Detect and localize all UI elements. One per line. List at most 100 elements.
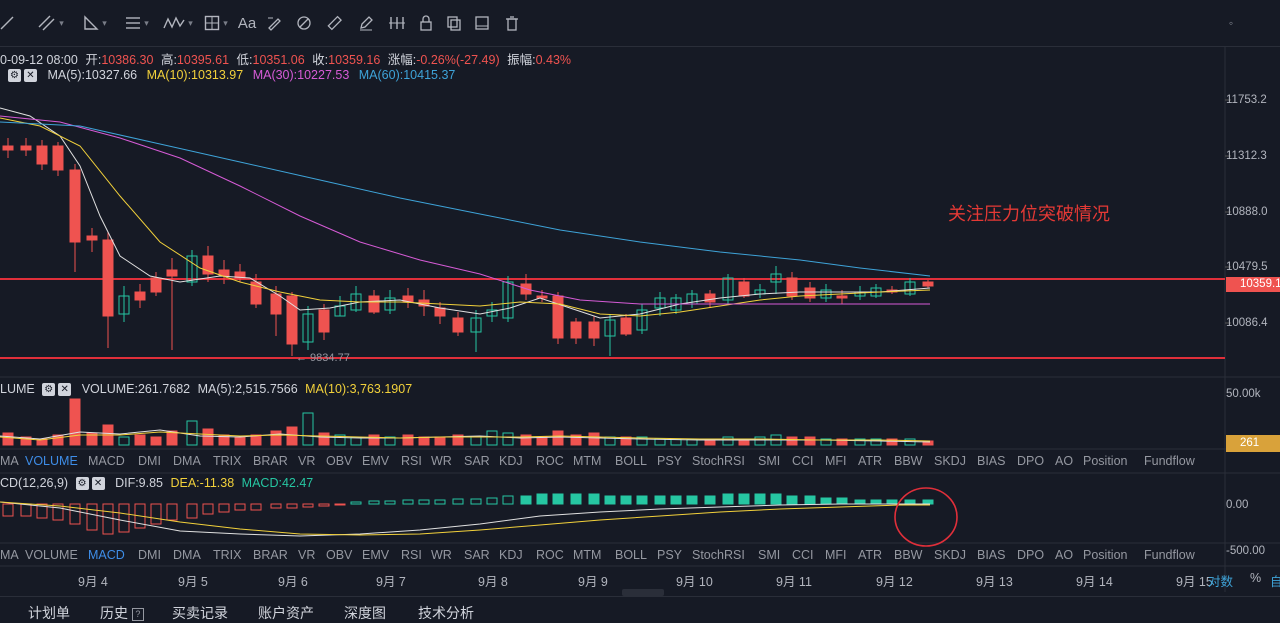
eraser-icon[interactable]: [294, 10, 314, 36]
indicator-tab-brar[interactable]: BRAR: [253, 454, 288, 468]
tab-depth-chart[interactable]: 深度图: [344, 605, 386, 621]
indicator-tab-cci[interactable]: CCI: [792, 548, 814, 562]
tab-technical-analysis[interactable]: 技术分析: [418, 605, 474, 621]
indicator-tab-mfi[interactable]: MFI: [825, 454, 847, 468]
settings-dots-icon[interactable]: ◦: [1228, 16, 1234, 30]
indicator-tab-kdj[interactable]: KDJ: [499, 548, 523, 562]
ma-settings-gear-icon[interactable]: ⚙: [8, 69, 21, 83]
indicator-tab-fundflow[interactable]: Fundflow: [1144, 454, 1195, 468]
indicator-tab-cci[interactable]: CCI: [792, 454, 814, 468]
text-tool-icon[interactable]: Aa: [237, 14, 257, 32]
indicator-tab-psy[interactable]: PSY: [657, 454, 683, 468]
indicator-tab-bbw[interactable]: BBW: [894, 548, 923, 562]
indicator-tab-mtm[interactable]: MTM: [573, 548, 602, 562]
indicator-tab-emv[interactable]: EMV: [362, 548, 390, 562]
volume-close-icon[interactable]: ✕: [58, 383, 72, 397]
current-volume-marker: [1226, 435, 1280, 452]
indicator-tab-volume[interactable]: VOLUME: [25, 548, 78, 562]
trend-line-icon[interactable]: [0, 10, 14, 36]
indicator-tab-atr[interactable]: ATR: [858, 548, 883, 562]
indicator-tab-dpo[interactable]: DPO: [1017, 454, 1045, 468]
crosshair-grid-icon[interactable]: ▾: [200, 10, 232, 36]
indicator-tab-volume[interactable]: VOLUME: [25, 454, 78, 468]
time-tick: 9月 10: [676, 575, 713, 589]
indicator-tab-trix[interactable]: TRIX: [213, 548, 242, 562]
ma-close-icon[interactable]: ✕: [24, 69, 37, 83]
pen-icon[interactable]: [356, 10, 376, 36]
indicator-tab-skdj[interactable]: SKDJ: [934, 548, 966, 562]
log-scale-toggle[interactable]: 对数: [1208, 575, 1234, 589]
indicator-tab-wr[interactable]: WR: [431, 548, 452, 562]
indicator-tab-boll[interactable]: BOLL: [615, 548, 647, 562]
indicator-tab-sar[interactable]: SAR: [464, 454, 490, 468]
volume-bars: [2, 398, 934, 446]
indicator-tab-psy[interactable]: PSY: [657, 548, 683, 562]
indicator-tab-rsi[interactable]: RSI: [401, 454, 422, 468]
indicator-tab-roc[interactable]: ROC: [536, 548, 564, 562]
indicator-tab-fundflow[interactable]: Fundflow: [1144, 548, 1195, 562]
indicator-tab-ao[interactable]: AO: [1055, 454, 1074, 468]
trash-icon[interactable]: [502, 10, 522, 36]
tab-plan-orders[interactable]: 计划单: [28, 605, 70, 621]
horizontal-lines-icon[interactable]: ▾: [126, 17, 149, 29]
copy-icon[interactable]: [444, 10, 464, 36]
indicator-tab-vr[interactable]: VR: [298, 548, 316, 562]
indicator-tab-wr[interactable]: WR: [431, 454, 452, 468]
indicator-tab-macd[interactable]: MACD: [88, 548, 125, 562]
indicator-tab-mtm[interactable]: MTM: [573, 454, 602, 468]
moving-average-lines: [0, 107, 931, 319]
indicator-tab-ma[interactable]: MA: [0, 548, 19, 562]
ruler-icon[interactable]: [324, 10, 344, 36]
indicator-tab-dmi[interactable]: DMI: [138, 454, 161, 468]
indicator-tab-boll[interactable]: BOLL: [615, 454, 647, 468]
indicator-tab-dmi[interactable]: DMI: [138, 548, 161, 562]
indicator-tab-stochrsi[interactable]: StochRSI: [692, 548, 745, 562]
volume-settings-gear-icon[interactable]: ⚙: [42, 383, 56, 397]
price-chart[interactable]: [0, 46, 1280, 592]
triangle-tool-icon[interactable]: ▾: [76, 10, 114, 36]
indicator-tab-dma[interactable]: DMA: [173, 454, 201, 468]
tab-trade-records[interactable]: 买卖记录: [172, 605, 228, 621]
filter-icon[interactable]: [472, 10, 492, 36]
indicator-tab-obv[interactable]: OBV: [326, 548, 353, 562]
indicator-tab-atr[interactable]: ATR: [858, 454, 883, 468]
indicator-tab-ao[interactable]: AO: [1055, 548, 1074, 562]
lock-icon[interactable]: [416, 10, 436, 36]
chart-collapse-handle[interactable]: [622, 589, 664, 602]
wave-pattern-icon[interactable]: ▾: [158, 10, 198, 36]
price-tick: 10086.4: [1226, 317, 1268, 329]
indicator-tab-obv[interactable]: OBV: [326, 454, 353, 468]
indicator-tab-brar[interactable]: BRAR: [253, 548, 288, 562]
indicator-tab-vr[interactable]: VR: [298, 454, 316, 468]
tab-account-assets[interactable]: 账户资产: [258, 605, 314, 621]
percent-scale-toggle[interactable]: %: [1250, 571, 1262, 585]
indicator-tab-rsi[interactable]: RSI: [401, 548, 422, 562]
indicator-tab-bias[interactable]: BIAS: [977, 454, 1006, 468]
indicator-tab-trix[interactable]: TRIX: [213, 454, 242, 468]
indicator-tab-bbw[interactable]: BBW: [894, 454, 923, 468]
indicator-tab-emv[interactable]: EMV: [362, 454, 390, 468]
indicator-tab-position[interactable]: Position: [1083, 548, 1128, 562]
tab-history[interactable]: 历史 ?: [100, 603, 144, 623]
indicator-tab-position[interactable]: Position: [1083, 454, 1128, 468]
indicator-tab-stochrsi[interactable]: StochRSI: [692, 454, 745, 468]
macd-settings-gear-icon[interactable]: ⚙: [75, 477, 89, 491]
indicator-tab-roc[interactable]: ROC: [536, 454, 564, 468]
indicator-tab-kdj[interactable]: KDJ: [499, 454, 523, 468]
indicator-tab-dma[interactable]: DMA: [173, 548, 201, 562]
bar-pattern-icon[interactable]: [386, 10, 408, 36]
indicator-tab-mfi[interactable]: MFI: [825, 548, 847, 562]
macd-close-icon[interactable]: ✕: [91, 477, 105, 491]
volume-axis-top: 50.00k: [1226, 388, 1261, 400]
indicator-tab-macd[interactable]: MACD: [88, 454, 125, 468]
indicator-tab-smi[interactable]: SMI: [758, 548, 781, 562]
auto-scale-toggle[interactable]: 自: [1270, 575, 1280, 589]
parallel-channel-icon[interactable]: ▾: [32, 10, 70, 36]
brush-icon[interactable]: [264, 10, 284, 36]
indicator-tab-sar[interactable]: SAR: [464, 548, 490, 562]
indicator-tab-smi[interactable]: SMI: [758, 454, 781, 468]
indicator-tab-dpo[interactable]: DPO: [1017, 548, 1045, 562]
indicator-tab-bias[interactable]: BIAS: [977, 548, 1006, 562]
indicator-tab-ma[interactable]: MA: [0, 454, 19, 468]
indicator-tab-skdj[interactable]: SKDJ: [934, 454, 966, 468]
